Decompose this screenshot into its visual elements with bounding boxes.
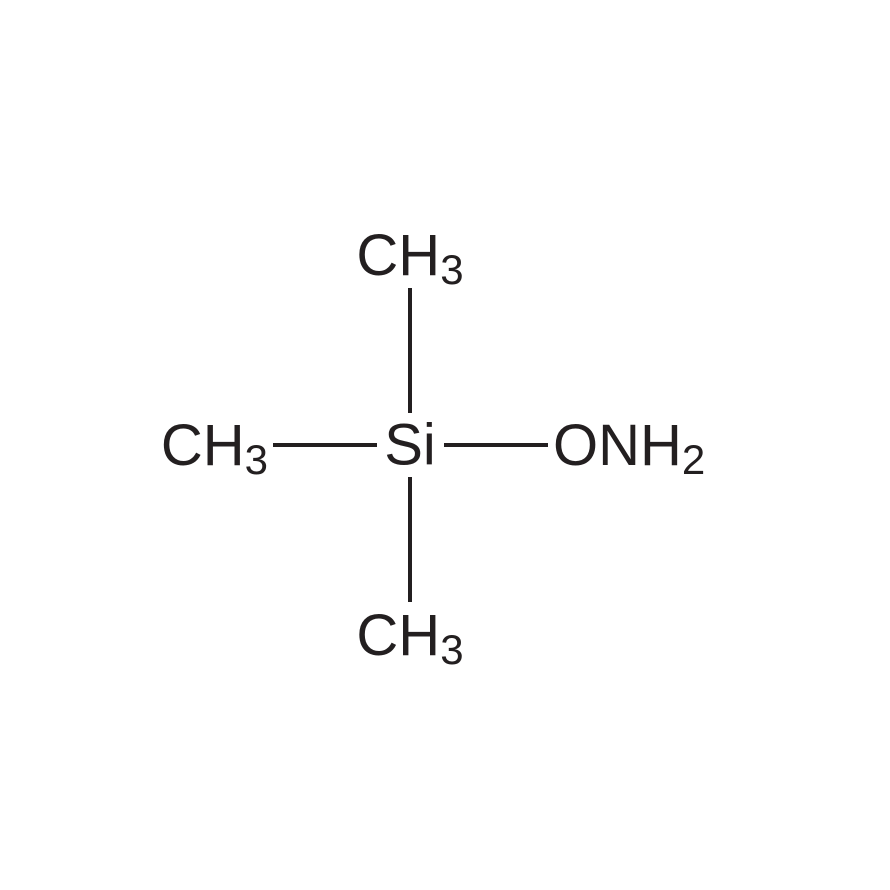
atom-left-sub: 3 bbox=[245, 436, 268, 483]
atom-right-sub: 2 bbox=[682, 436, 705, 483]
atom-right-label: ONH bbox=[553, 413, 682, 478]
atom-center: Si bbox=[384, 413, 436, 478]
atom-left-label: CH bbox=[161, 413, 245, 478]
atom-top: CH3 bbox=[356, 223, 463, 293]
atom-top-sub: 3 bbox=[440, 246, 463, 293]
atom-right: ONH2 bbox=[553, 413, 705, 483]
atom-left: CH3 bbox=[161, 413, 268, 483]
molecule-diagram: Si CH3 CH3 CH3 ONH2 bbox=[0, 0, 890, 890]
atom-bottom-sub: 3 bbox=[440, 626, 463, 673]
atom-bottom-label: CH bbox=[356, 603, 440, 668]
atom-bottom: CH3 bbox=[356, 603, 463, 673]
atom-top-label: CH bbox=[356, 223, 440, 288]
